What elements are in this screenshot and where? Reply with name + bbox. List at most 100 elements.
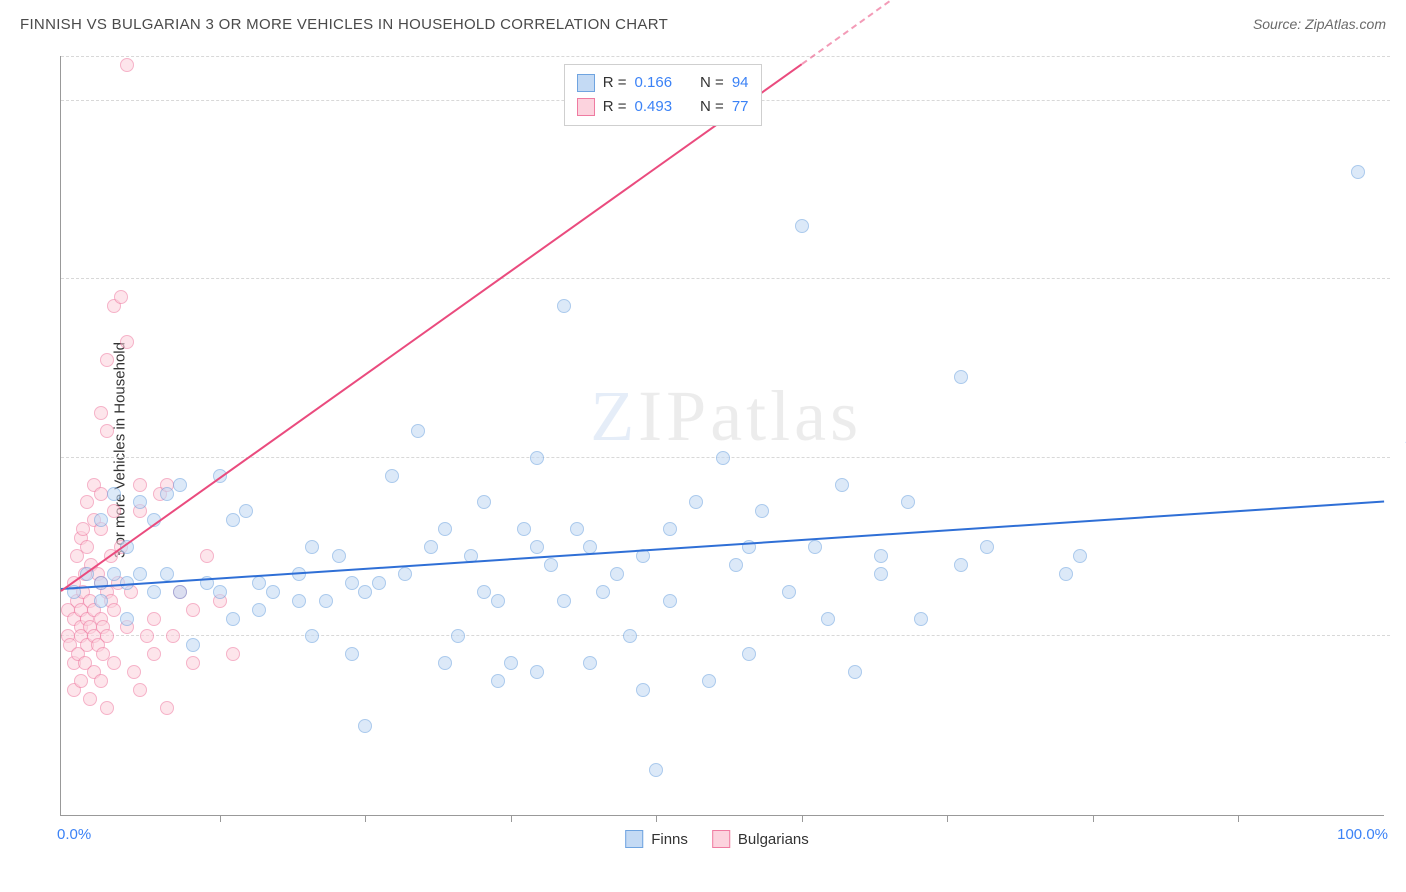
scatter-point — [596, 585, 610, 599]
scatter-point — [80, 540, 94, 554]
scatter-point — [140, 629, 154, 643]
source-prefix: Source: — [1253, 16, 1305, 32]
scatter-point — [689, 495, 703, 509]
scatter-point — [252, 576, 266, 590]
scatter-point — [292, 594, 306, 608]
scatter-point — [74, 674, 88, 688]
scatter-point — [100, 701, 114, 715]
scatter-point — [729, 558, 743, 572]
scatter-point — [808, 540, 822, 554]
stat-r-label: R = — [603, 95, 627, 119]
scatter-point — [107, 487, 121, 501]
source-name: ZipAtlas.com — [1305, 16, 1386, 32]
stat-n-value: 94 — [732, 71, 749, 95]
x-tick — [220, 815, 221, 822]
scatter-point — [107, 656, 121, 670]
scatter-point — [83, 692, 97, 706]
x-tick — [511, 815, 512, 822]
scatter-point — [319, 594, 333, 608]
scatter-point — [186, 638, 200, 652]
scatter-point — [1351, 165, 1365, 179]
scatter-point — [107, 504, 121, 518]
scatter-point — [411, 424, 425, 438]
scatter-point — [1073, 549, 1087, 563]
x-tick — [656, 815, 657, 822]
legend-swatch — [577, 74, 595, 92]
scatter-point — [133, 478, 147, 492]
scatter-point — [305, 540, 319, 554]
x-end-label: 100.0% — [1337, 826, 1388, 843]
scatter-point — [980, 540, 994, 554]
scatter-point — [100, 424, 114, 438]
scatter-point — [120, 612, 134, 626]
chart-source: Source: ZipAtlas.com — [1253, 16, 1386, 32]
scatter-point — [358, 585, 372, 599]
stats-box: R =0.166N =94R =0.493N =77 — [564, 64, 762, 126]
scatter-point — [649, 763, 663, 777]
scatter-point — [557, 299, 571, 313]
scatter-point — [173, 585, 187, 599]
x-tick — [947, 815, 948, 822]
scatter-point — [305, 629, 319, 643]
stat-r-value: 0.166 — [635, 71, 673, 95]
scatter-point — [544, 558, 558, 572]
scatter-point — [94, 594, 108, 608]
trend-line — [60, 63, 802, 592]
chart-area: 3 or more Vehicles in Household ZIPatlas… — [40, 48, 1394, 852]
scatter-point — [530, 540, 544, 554]
chart-title: FINNISH VS BULGARIAN 3 OR MORE VEHICLES … — [20, 16, 668, 33]
scatter-point — [623, 629, 637, 643]
x-tick — [365, 815, 366, 822]
scatter-point — [1059, 567, 1073, 581]
scatter-point — [372, 576, 386, 590]
scatter-point — [570, 522, 584, 536]
scatter-point — [173, 478, 187, 492]
scatter-point — [398, 567, 412, 581]
watermark-rest: IPatlas — [638, 376, 862, 456]
scatter-point — [226, 647, 240, 661]
x-tick — [802, 815, 803, 822]
scatter-point — [160, 701, 174, 715]
scatter-point — [636, 683, 650, 697]
scatter-point — [385, 469, 399, 483]
scatter-point — [451, 629, 465, 643]
scatter-point — [954, 370, 968, 384]
scatter-point — [477, 495, 491, 509]
legend-swatch — [577, 98, 595, 116]
scatter-point — [94, 406, 108, 420]
legend-label: Bulgarians — [738, 831, 809, 848]
scatter-point — [424, 540, 438, 554]
scatter-point — [186, 656, 200, 670]
scatter-point — [332, 549, 346, 563]
scatter-point — [160, 487, 174, 501]
stats-row: R =0.493N =77 — [577, 95, 749, 119]
scatter-point — [100, 629, 114, 643]
scatter-point — [835, 478, 849, 492]
scatter-point — [147, 585, 161, 599]
scatter-point — [874, 549, 888, 563]
x-end-label: 0.0% — [57, 826, 91, 843]
scatter-point — [530, 665, 544, 679]
stats-row: R =0.166N =94 — [577, 71, 749, 95]
stat-n-value: 77 — [732, 95, 749, 119]
scatter-point — [133, 495, 147, 509]
gridline — [61, 278, 1390, 279]
scatter-point — [438, 656, 452, 670]
x-tick — [1093, 815, 1094, 822]
trend-line — [61, 500, 1384, 590]
scatter-point — [530, 451, 544, 465]
scatter-point — [358, 719, 372, 733]
scatter-point — [120, 58, 134, 72]
scatter-point — [213, 585, 227, 599]
scatter-point — [848, 665, 862, 679]
scatter-point — [504, 656, 518, 670]
plot-region: ZIPatlas 20.0%40.0%60.0%80.0%0.0%100.0%R… — [60, 56, 1384, 816]
scatter-point — [252, 603, 266, 617]
scatter-point — [782, 585, 796, 599]
scatter-point — [954, 558, 968, 572]
scatter-point — [795, 219, 809, 233]
scatter-point — [266, 585, 280, 599]
scatter-point — [438, 522, 452, 536]
legend-swatch — [625, 830, 643, 848]
gridline — [61, 635, 1390, 636]
